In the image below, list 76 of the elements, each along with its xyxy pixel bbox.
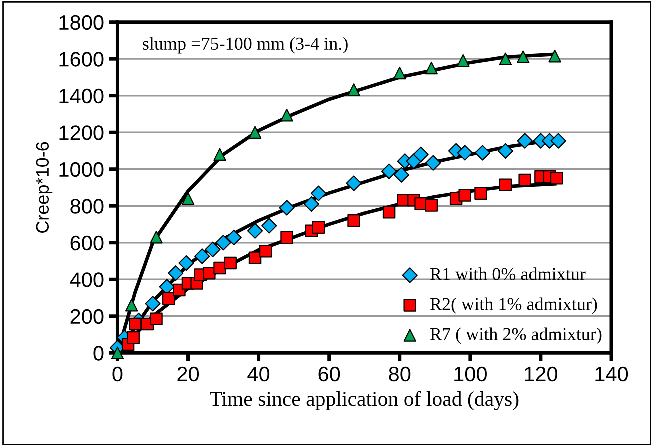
y-tick-label: 800 — [70, 199, 104, 214]
y-tick-label: 1800 — [60, 15, 104, 30]
point — [474, 145, 491, 161]
legend-label: R7 ( with 2% admixtur) — [430, 328, 602, 344]
x-tick-label: 20 — [178, 366, 200, 382]
point — [498, 143, 514, 160]
point — [128, 318, 142, 331]
point — [550, 133, 566, 149]
annotation: slump =75-100 mm (3-4 in.) — [143, 37, 348, 54]
point — [518, 174, 532, 187]
x-tick-label: 120 — [525, 366, 558, 382]
point — [310, 186, 327, 202]
point — [216, 235, 232, 251]
x-tick-label: 60 — [318, 366, 340, 382]
point — [499, 52, 512, 66]
point — [312, 221, 326, 234]
y-axis-title: Creep*10-6 — [36, 142, 53, 233]
point — [150, 312, 163, 326]
point — [150, 230, 163, 244]
point — [394, 66, 406, 80]
point — [224, 256, 237, 270]
point — [458, 189, 472, 202]
y-tick-label: 1200 — [60, 126, 104, 140]
point — [425, 62, 438, 75]
point — [205, 242, 221, 258]
point — [457, 145, 473, 161]
y-tick-label: 1400 — [60, 88, 104, 104]
point — [262, 218, 278, 234]
y-tick-label: 600 — [70, 236, 104, 251]
point — [162, 292, 176, 306]
point — [226, 230, 242, 246]
point — [194, 248, 210, 264]
y-tick-label: 1000 — [60, 162, 104, 178]
point — [248, 126, 262, 139]
point — [145, 296, 161, 312]
point — [516, 50, 530, 64]
point — [394, 167, 410, 183]
point — [125, 298, 138, 312]
point — [548, 50, 562, 63]
x-tick-label: 80 — [389, 366, 411, 382]
point — [279, 200, 295, 216]
point — [182, 192, 195, 206]
point — [499, 178, 512, 192]
point — [280, 231, 294, 244]
point — [248, 252, 262, 264]
point — [348, 84, 360, 96]
point — [168, 266, 184, 282]
point — [127, 332, 140, 344]
point — [178, 255, 194, 272]
point — [456, 54, 470, 68]
y-tick-label: 0 — [94, 346, 104, 361]
x-tick-label: 0 — [112, 366, 123, 382]
point — [304, 196, 320, 212]
point — [550, 172, 564, 185]
x-tick-label: 140 — [596, 366, 628, 382]
point — [280, 108, 294, 122]
point — [474, 187, 488, 200]
y-tick-label: 1600 — [60, 52, 104, 67]
point — [346, 176, 362, 192]
point — [425, 199, 438, 212]
point — [214, 148, 226, 162]
point — [517, 133, 533, 149]
point — [381, 164, 398, 180]
point — [426, 155, 442, 171]
x-axis-title: Time since application of load (days) — [210, 391, 519, 410]
point — [413, 146, 429, 162]
point — [247, 223, 264, 239]
point — [382, 206, 396, 219]
y-tick-label: 400 — [70, 272, 104, 288]
y-tick-label: 200 — [70, 309, 104, 324]
legend-label: R1 with 0% admixtur — [430, 268, 586, 280]
legend-label: R2( with 1% admixtur) — [430, 298, 598, 314]
x-tick-label: 40 — [248, 366, 270, 382]
x-tick-label: 100 — [454, 366, 487, 382]
point — [259, 244, 272, 258]
point — [348, 214, 360, 228]
